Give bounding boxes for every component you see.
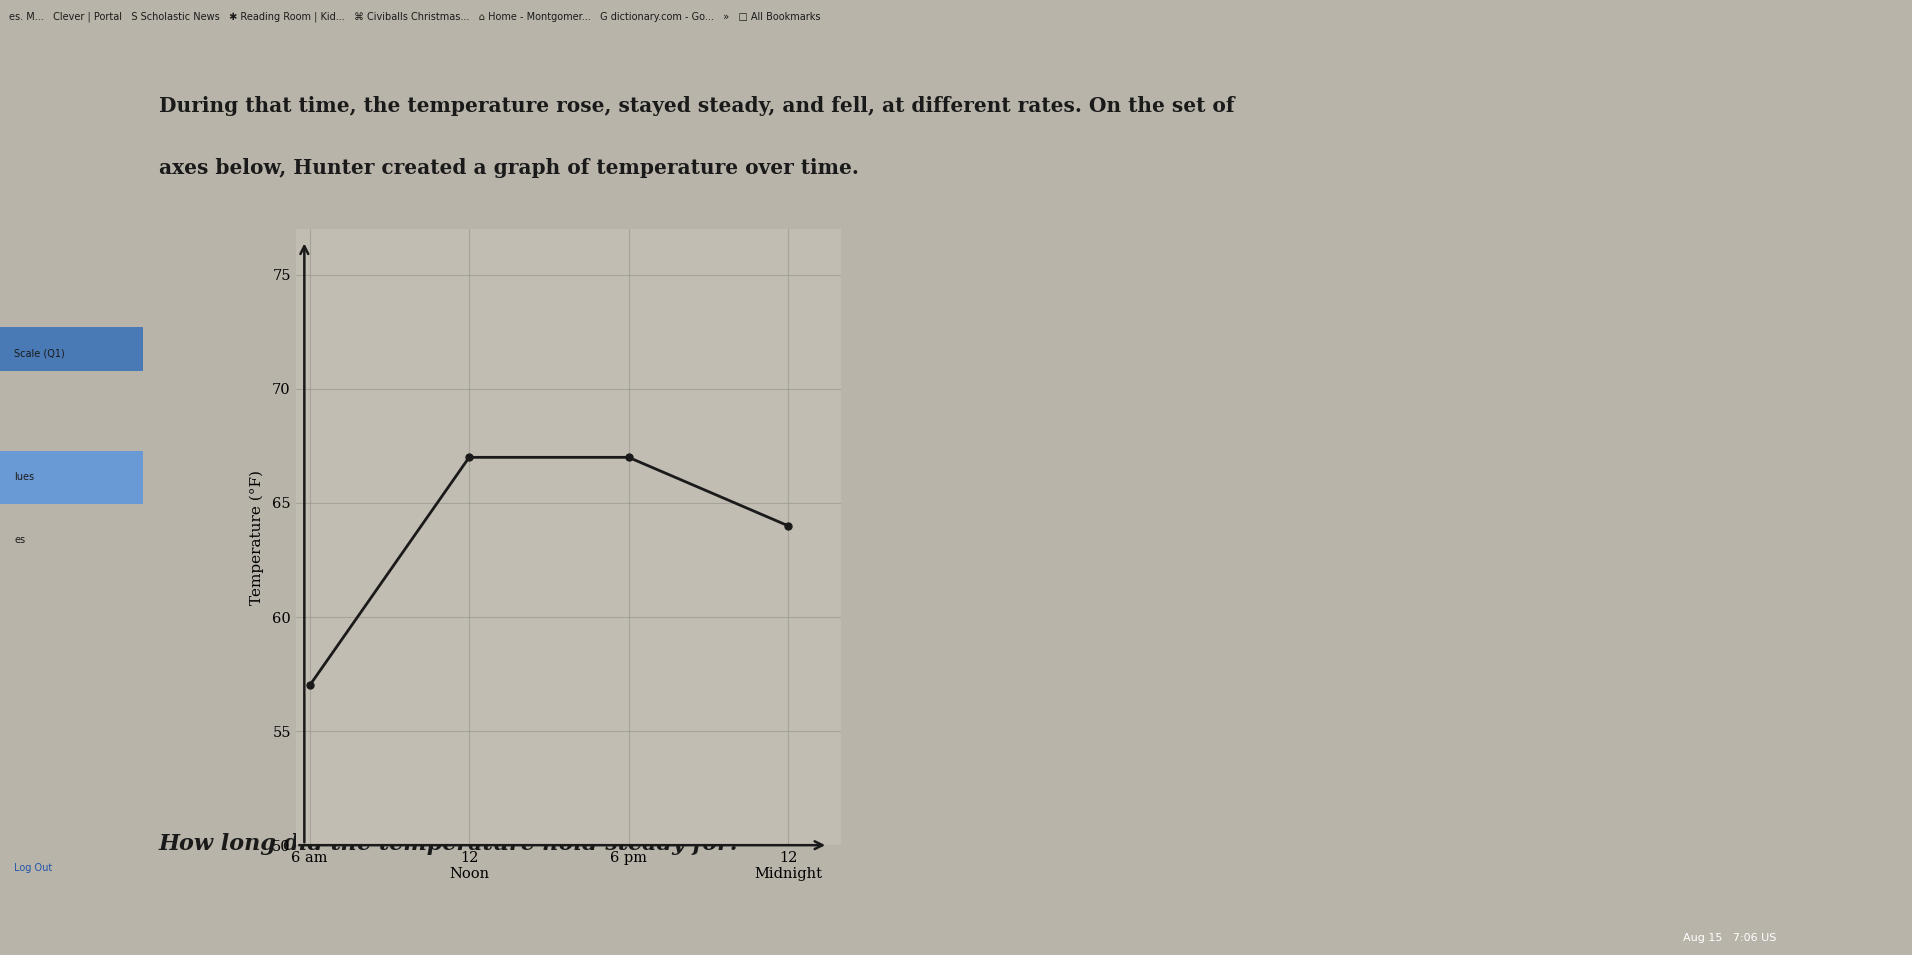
- Text: Aug 15   7:06 US: Aug 15 7:06 US: [1683, 933, 1776, 944]
- Text: How long did the temperature hold steady for?: How long did the temperature hold steady…: [159, 833, 742, 855]
- Text: lues: lues: [15, 473, 34, 482]
- Y-axis label: Temperature (°F): Temperature (°F): [249, 470, 264, 605]
- Text: During that time, the temperature rose, stayed steady, and fell, at different ra: During that time, the temperature rose, …: [159, 96, 1233, 116]
- Text: es: es: [15, 535, 25, 544]
- Text: Log Out: Log Out: [15, 863, 54, 873]
- Bar: [0, 327, 143, 371]
- Text: es. M...   Clever | Portal   S Scholastic News   ✱ Reading Room | Kid...   ⌘ Civ: es. M... Clever | Portal S Scholastic Ne…: [10, 11, 820, 22]
- Text: axes below, Hunter created a graph of temperature over time.: axes below, Hunter created a graph of te…: [159, 158, 858, 178]
- Bar: [0, 451, 143, 504]
- Text: Scale (Q1): Scale (Q1): [15, 349, 65, 358]
